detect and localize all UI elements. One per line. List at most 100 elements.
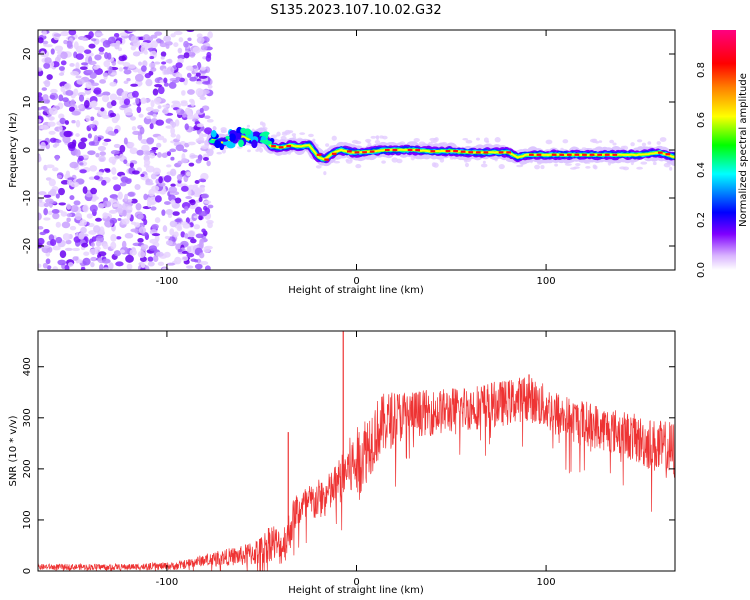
colorbar-label: Normalized spectral amplitude (738, 73, 749, 227)
noise-blob (102, 243, 109, 250)
noise-blob (280, 135, 287, 140)
noise-blob (158, 176, 163, 184)
y-tick-label: 20 (22, 48, 33, 61)
noise-blob (163, 201, 171, 205)
noise-blob (138, 61, 143, 66)
noise-blob (206, 148, 214, 157)
noise-blob (119, 249, 126, 254)
noise-blob (161, 152, 168, 158)
noise-blob (95, 152, 100, 158)
chart-title: S135.2023.107.10.02.G32 (270, 3, 441, 18)
noise-blob (66, 40, 73, 49)
noise-blob (354, 140, 362, 145)
noise-blob (48, 116, 55, 121)
noise-blob (81, 242, 89, 248)
noise-blob (45, 258, 51, 265)
noise-blob (88, 176, 95, 180)
noise-blob (173, 231, 179, 238)
noise-blob (183, 40, 189, 48)
noise-blob (163, 35, 172, 43)
noise-blob (198, 210, 208, 217)
noise-blob (87, 150, 96, 156)
x-tick-label: 100 (537, 276, 556, 287)
noise-blob (82, 37, 89, 42)
noise-blob (130, 198, 138, 204)
noise-blob (174, 256, 182, 265)
noise-blob (190, 238, 197, 244)
noise-blob (498, 163, 505, 170)
noise-blob (108, 199, 117, 203)
noise-blob (161, 61, 167, 65)
noise-blob (659, 137, 667, 142)
noise-blob (64, 264, 70, 270)
noise-blob (163, 175, 172, 183)
noise-blob (195, 80, 204, 85)
x-axis-label: Height of straight line (km) (288, 285, 424, 296)
noise-blob (73, 88, 79, 97)
noise-blob (132, 130, 141, 136)
noise-blob (170, 199, 176, 205)
noise-blob (38, 67, 43, 72)
noise-blob (207, 204, 214, 209)
noise-blob (136, 149, 144, 156)
noise-blob (199, 132, 204, 139)
y-tick-label: 200 (22, 459, 33, 478)
noise-blob (41, 87, 47, 91)
noise-blob (187, 89, 195, 95)
noise-blob (77, 104, 84, 110)
noise-blob (196, 140, 205, 144)
noise-blob (65, 239, 72, 245)
x-tick-label: -100 (156, 577, 179, 588)
noise-blob (200, 145, 210, 149)
noise-blob (123, 66, 128, 70)
noise-blob (98, 155, 106, 163)
noise-blob (142, 60, 148, 67)
noise-blob (70, 99, 76, 108)
noise-blob (187, 141, 196, 146)
noise-blob (194, 259, 199, 263)
noise-blob (162, 138, 167, 143)
noise-blob (58, 66, 65, 71)
noise-blob (69, 195, 75, 201)
noise-blob (355, 163, 362, 169)
noise-blob (40, 141, 46, 149)
noise-blob (135, 202, 142, 211)
signal-blob (228, 133, 236, 142)
noise-blob (62, 135, 71, 144)
noise-blob (276, 131, 281, 137)
noise-blob (55, 154, 60, 161)
noise-blob (104, 52, 109, 59)
noise-blob (156, 142, 162, 148)
noise-blob (652, 161, 657, 166)
noise-blob (619, 166, 626, 170)
noise-blob (138, 113, 144, 118)
noise-blob (170, 127, 176, 135)
noise-blob (151, 147, 159, 151)
noise-blob (109, 81, 117, 87)
noise-blob (43, 202, 50, 208)
noise-blob (192, 46, 201, 54)
noise-blob (58, 113, 65, 120)
noise-blob (188, 162, 195, 167)
noise-region (38, 30, 675, 270)
noise-blob (150, 173, 157, 180)
noise-blob (126, 77, 131, 82)
noise-blob (462, 137, 469, 141)
noise-blob (636, 139, 643, 143)
noise-blob (201, 228, 206, 233)
noise-blob (117, 191, 123, 200)
noise-blob (94, 54, 102, 61)
noise-blob (212, 126, 217, 131)
noise-blob (157, 152, 162, 158)
noise-blob (168, 81, 177, 89)
noise-blob (38, 92, 43, 97)
signal-blob (226, 142, 236, 149)
noise-blob (74, 212, 82, 221)
noise-blob (144, 265, 150, 270)
noise-blob (149, 152, 156, 159)
noise-blob (81, 62, 89, 66)
noise-blob (75, 149, 81, 158)
noise-blob (67, 262, 74, 267)
noise-blob (80, 137, 88, 142)
noise-blob (196, 123, 204, 128)
